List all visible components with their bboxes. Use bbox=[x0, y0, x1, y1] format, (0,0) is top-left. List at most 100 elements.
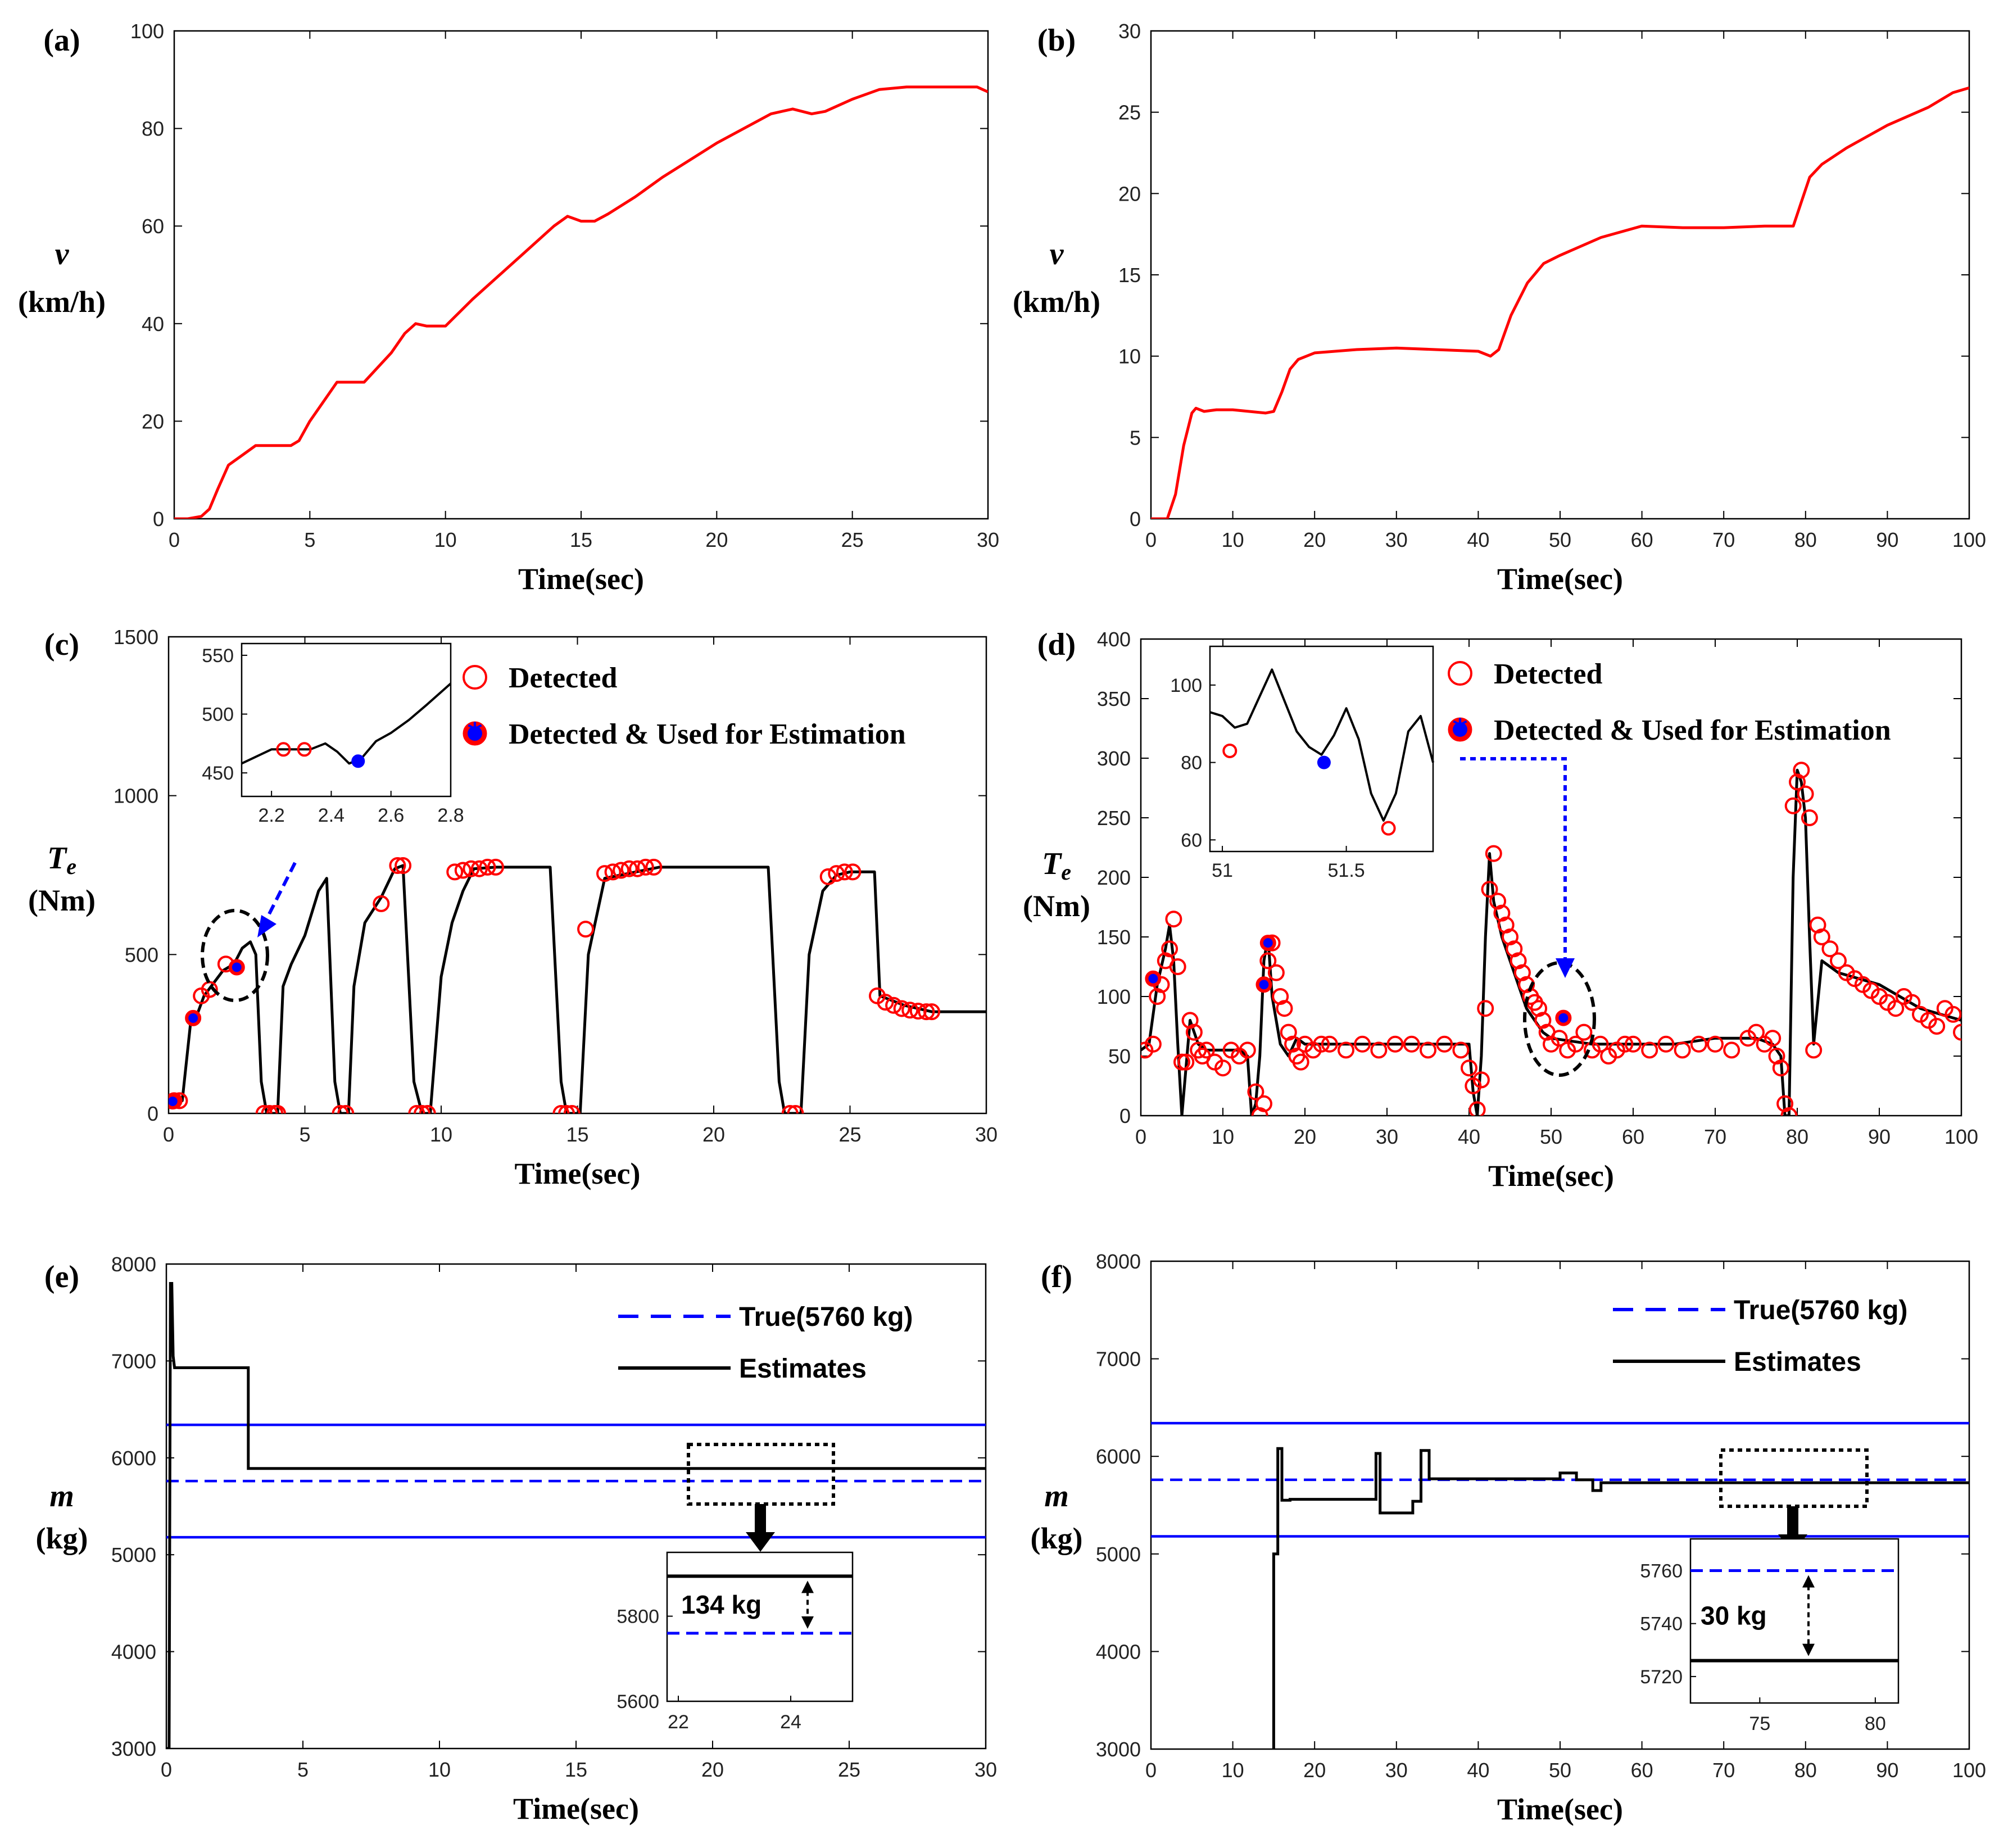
x-tick-label: 40 bbox=[1467, 1759, 1489, 1782]
inset-detected-point bbox=[297, 742, 312, 757]
detected-point bbox=[1165, 911, 1182, 928]
x-tick-label: 30 bbox=[975, 1123, 998, 1146]
x-tick-label: 0 bbox=[163, 1123, 174, 1146]
detected-point bbox=[836, 863, 853, 881]
estimate-line bbox=[1272, 1447, 1969, 1749]
detected-point bbox=[923, 1003, 940, 1021]
detected-point bbox=[1161, 940, 1178, 958]
detected-point bbox=[1805, 1041, 1823, 1059]
inset-y-tick-label: 80 bbox=[1181, 753, 1202, 774]
y-tick-label: 10 bbox=[1118, 345, 1141, 368]
x-tick-label: 100 bbox=[1944, 1125, 1978, 1148]
inset-y-tick-label: 500 bbox=[202, 704, 234, 726]
inset-detected-point bbox=[1381, 821, 1396, 836]
x-tick-label: 15 bbox=[566, 1123, 588, 1146]
detected-point bbox=[558, 1105, 575, 1113]
legend-used-label: Detected & Used for Estimation bbox=[509, 718, 906, 750]
y-tick-label: 500 bbox=[125, 943, 158, 966]
inset-used-point bbox=[351, 754, 365, 768]
detected-point bbox=[1259, 952, 1277, 970]
x-axis-label: Time(sec) bbox=[1497, 1792, 1623, 1826]
detected-point bbox=[1797, 785, 1814, 803]
plot-content bbox=[1141, 762, 1961, 1116]
detected-point bbox=[893, 1000, 910, 1017]
inset-x-tick-label: 22 bbox=[668, 1711, 689, 1733]
highlight-ellipse bbox=[1523, 961, 1596, 1077]
x-tick-label: 5 bbox=[297, 1758, 309, 1781]
plot-area bbox=[1150, 30, 1970, 520]
detected-point bbox=[604, 863, 622, 881]
inset-y-tick-label: 5600 bbox=[617, 1691, 659, 1713]
detected-point bbox=[1370, 1041, 1388, 1059]
detected-point bbox=[337, 1105, 355, 1113]
x-tick-label: 30 bbox=[977, 528, 999, 551]
x-tick-label: 50 bbox=[1549, 528, 1571, 551]
y-tick-label: 60 bbox=[142, 215, 164, 238]
inset-diff-label: 134 kg bbox=[681, 1590, 761, 1619]
detected-point bbox=[596, 865, 613, 882]
detected-point bbox=[1821, 940, 1839, 958]
x-tick-label: 10 bbox=[1222, 1759, 1244, 1782]
y-tick-label: 20 bbox=[1118, 182, 1141, 205]
x-tick-label: 90 bbox=[1868, 1125, 1891, 1148]
y-tick-label: 400 bbox=[1097, 628, 1131, 651]
detected-point bbox=[877, 994, 894, 1011]
x-tick-label: 40 bbox=[1467, 528, 1489, 551]
detected-point bbox=[577, 921, 595, 938]
detected-point bbox=[1214, 1059, 1231, 1077]
panel-b: 0 10 20 30 40 50 60 70 80 90 100 0 5 10 15 20 25 30 Time(s… bbox=[1013, 20, 1986, 596]
detected-point bbox=[1276, 1000, 1293, 1017]
x-tick-label: 5 bbox=[304, 528, 315, 551]
detected-point bbox=[1723, 1041, 1740, 1059]
detected-point bbox=[332, 1105, 349, 1113]
detected-point bbox=[1502, 928, 1518, 945]
y-tick-label: 7000 bbox=[111, 1349, 156, 1373]
inset-box bbox=[1209, 645, 1434, 853]
detected-point bbox=[1493, 904, 1511, 922]
used-point-core bbox=[169, 1097, 178, 1106]
y-tick-label: 250 bbox=[1097, 807, 1131, 830]
y-tick-label: 40 bbox=[142, 312, 164, 336]
inset-diff-arrowhead-bottom bbox=[1802, 1643, 1815, 1656]
y-tick-label: 0 bbox=[147, 1102, 158, 1125]
detected-point bbox=[1674, 1041, 1691, 1059]
y-tick-label: 25 bbox=[1118, 101, 1141, 124]
y-axis-symbol-sub: e bbox=[66, 854, 76, 879]
detected-point bbox=[1292, 1053, 1309, 1071]
detected-point bbox=[844, 863, 862, 881]
detected-point bbox=[1903, 994, 1921, 1011]
x-axis-label: Time(sec) bbox=[518, 562, 644, 596]
detected-point bbox=[901, 1002, 919, 1019]
detected-point bbox=[419, 1105, 436, 1113]
detected-point bbox=[1625, 1035, 1642, 1053]
legend-used-star: * bbox=[467, 717, 482, 751]
y-tick-label: 150 bbox=[1097, 926, 1131, 949]
x-tick-label: 60 bbox=[1631, 528, 1653, 551]
y-tick-label: 100 bbox=[130, 20, 164, 43]
x-tick-label: 20 bbox=[1294, 1125, 1316, 1148]
inset-box bbox=[1689, 1538, 1900, 1704]
detected-point bbox=[1616, 1035, 1634, 1053]
x-tick-label: 20 bbox=[702, 1123, 725, 1146]
detected-point bbox=[1809, 916, 1826, 934]
detected-point bbox=[1551, 1030, 1568, 1047]
detected-point bbox=[1789, 773, 1806, 791]
plot-content bbox=[169, 857, 986, 1113]
detected-point bbox=[563, 1105, 581, 1113]
inset-x-tick-label: 2.4 bbox=[318, 805, 345, 826]
panel-f: 0 10 20 30 40 50 60 70 80 90 100 3000 4000 5000 6000 70… bbox=[1031, 1250, 1987, 1826]
used-point-core bbox=[1148, 973, 1158, 984]
detected-point bbox=[1641, 1041, 1658, 1059]
panel-label: (f) bbox=[1041, 1260, 1072, 1294]
x-tick-label: 20 bbox=[705, 528, 728, 551]
legend-detected-marker bbox=[1448, 661, 1472, 686]
inset-diff-arrowhead-top bbox=[801, 1580, 814, 1593]
speed-line bbox=[1151, 86, 1969, 519]
plot-area bbox=[165, 1263, 987, 1750]
inset-y-tick-label: 5740 bbox=[1640, 1614, 1683, 1635]
x-tick-label: 90 bbox=[1876, 528, 1898, 551]
detected-point bbox=[1780, 1107, 1798, 1116]
detected-point bbox=[1784, 797, 1802, 814]
y-tick-label: 0 bbox=[1130, 508, 1141, 531]
